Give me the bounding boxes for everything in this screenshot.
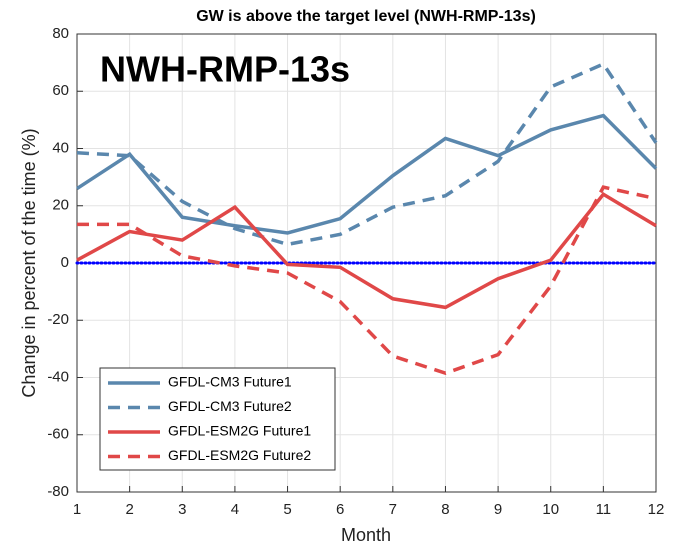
legend: GFDL-CM3 Future1 GFDL-CM3 Future2 GFDL-ESM… — [99, 367, 336, 471]
series-line — [76, 61, 658, 247]
y-tick-label: -80 — [47, 483, 69, 500]
x-tick-label: 1 — [73, 501, 81, 518]
x-tick-label: 12 — [648, 501, 665, 518]
y-tick-label: -40 — [47, 368, 69, 385]
x-tick-label: 7 — [389, 501, 397, 518]
chart-title: GW is above the target level (NWH-RMP-13… — [196, 8, 536, 25]
y-tick-label: 0 — [61, 254, 69, 271]
series-line — [76, 192, 657, 310]
x-tick-label: 2 — [125, 501, 133, 518]
y-axis-label: Change in percent of the time (%) — [19, 128, 39, 397]
y-tick-label: 80 — [52, 25, 69, 42]
y-tick-label: 60 — [52, 82, 69, 99]
legend-label: GFDL-CM3 Future1 — [168, 374, 292, 390]
legend-label: GFDL-CM3 Future2 — [168, 398, 292, 414]
legend-box — [99, 367, 336, 471]
annotation: NWH-RMP-13s — [100, 49, 350, 90]
legend-label: GFDL-ESM2G Future1 — [168, 423, 311, 439]
y-tick-label: 20 — [52, 197, 69, 214]
x-tick-label: 9 — [494, 501, 502, 518]
legend-label: GFDL-ESM2G Future2 — [168, 447, 311, 463]
y-tick-label: 40 — [52, 139, 69, 156]
x-tick-label: 6 — [336, 501, 344, 518]
x-tick-label: 10 — [542, 501, 559, 518]
x-tick-label: 8 — [441, 501, 449, 518]
y-tick-label: -60 — [47, 426, 69, 443]
x-axis-label: Month — [341, 525, 391, 545]
x-tick-label: 3 — [178, 501, 186, 518]
x-tick-label: 5 — [283, 501, 291, 518]
series-line — [76, 113, 658, 235]
y-tick-label: -20 — [47, 311, 69, 328]
series-line — [77, 185, 657, 376]
x-tick-label: 11 — [596, 501, 612, 518]
x-tick-label: 4 — [231, 501, 239, 518]
